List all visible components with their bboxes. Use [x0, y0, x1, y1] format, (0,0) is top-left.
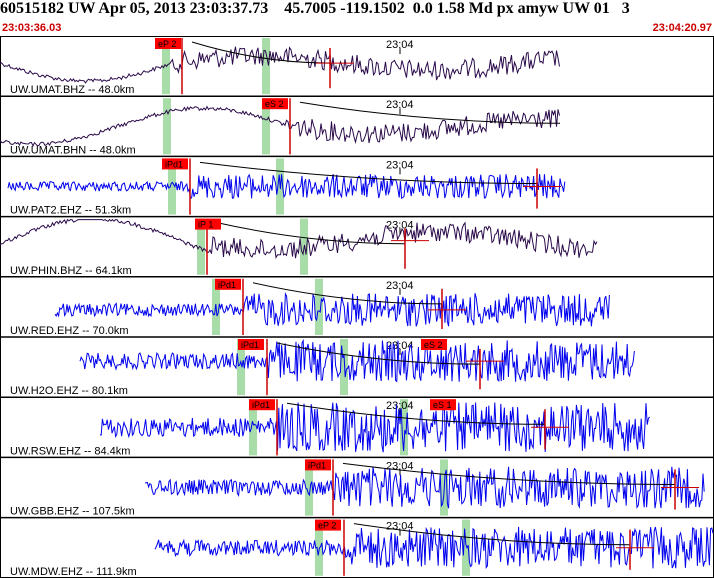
station-label: UW.MDW.EHZ -- 111.9km: [10, 566, 137, 578]
pick-box[interactable]: [238, 339, 264, 350]
coda-curve: [299, 101, 561, 124]
waveform: [0, 105, 560, 148]
time-marker: [168, 158, 176, 215]
time-marker: [315, 519, 323, 576]
pick-label: eS 2: [265, 99, 284, 109]
pick-label: eP 2: [158, 39, 176, 49]
trace-row[interactable]: 23:04 eP 2 UW.UMAT.BHZ -- 48.0km: [0, 38, 560, 96]
time-marker: [163, 98, 171, 155]
station-label: UW.H2O.EHZ -- 80.1km: [10, 385, 128, 397]
coda-curve: [342, 462, 676, 485]
waveform: [0, 46, 560, 84]
time-marker: [249, 399, 257, 456]
trace-row[interactable]: 23:04 iP 1 UW.PHIN.BHZ -- 64.1km: [0, 215, 714, 277]
pick-box[interactable]: [155, 38, 181, 49]
coda-curve: [199, 161, 538, 184]
pick-box[interactable]: [305, 459, 331, 471]
pick-box[interactable]: [162, 158, 188, 170]
coda-curve: [276, 342, 481, 365]
waveform: [7, 173, 566, 199]
coda-curve: [252, 282, 443, 305]
trace-row[interactable]: 23:04 iPd1 UW.PAT2.EHZ -- 51.3km: [0, 155, 714, 217]
pick-label: iP 1: [198, 220, 213, 230]
time-marker: [462, 519, 470, 576]
time-marker: [262, 98, 270, 155]
time-marker: [305, 459, 313, 516]
pick-label: iPd1: [252, 400, 270, 410]
waveform: [54, 292, 610, 327]
end-time: 23:04:20.97: [652, 22, 712, 34]
time-tick-label: 23:04: [386, 159, 414, 171]
waveform: [0, 218, 598, 260]
pick-box[interactable]: [215, 278, 241, 290]
coda-curve: [216, 222, 406, 245]
coda-curve: [191, 41, 331, 64]
time-tick-label: 23:04: [386, 220, 414, 232]
station-label: UW.UMAT.BHN -- 48.0km: [10, 144, 136, 156]
time-marker: [340, 339, 348, 396]
station-label: UW.PAT2.EHZ -- 51.3km: [10, 205, 131, 217]
time-marker: [197, 218, 205, 275]
pick-label: iPd1: [241, 340, 259, 350]
time-marker: [237, 339, 245, 396]
coda-curve: [286, 402, 546, 425]
station-label: UW.GBB.EHZ -- 107.5km: [10, 506, 135, 518]
station-label: UW.RSW.EHZ -- 84.4km: [10, 445, 130, 457]
pick-label: iPd1: [165, 159, 183, 169]
trace-row[interactable]: 23:04 iPd1 eS 1 UW.RSW.EHZ -- 84.4km: [0, 396, 714, 457]
waveform: [154, 526, 714, 570]
pick-box[interactable]: [195, 218, 221, 230]
time-marker: [400, 399, 408, 456]
waveform: [79, 338, 635, 383]
station-label: UW.UMAT.BHZ -- 48.0km: [10, 84, 134, 96]
waveform: [99, 401, 650, 453]
pick-box[interactable]: [315, 519, 341, 531]
pick-box-secondary[interactable]: [430, 399, 456, 411]
pick-label-secondary: eS 1: [433, 400, 452, 410]
event-title: 60515182 UW Apr 05, 2013 23:03:37.73 45.…: [0, 0, 630, 17]
waveform: [144, 466, 705, 509]
time-tick-label: 23:04: [386, 400, 414, 412]
time-tick-label: 23:04: [386, 280, 414, 292]
time-tick-label: 23:04: [386, 39, 414, 51]
start-time: 23:03:36.03: [2, 22, 62, 34]
trace-row[interactable]: 23:04 eS 2 UW.UMAT.BHN -- 48.0km: [0, 95, 714, 156]
pick-label: iPd1: [308, 460, 326, 470]
coda-curve: [353, 523, 631, 546]
pick-label-secondary: eS 2: [424, 340, 443, 350]
station-label: UW.RED.EHZ -- 70.0km: [10, 325, 129, 337]
station-label: UW.PHIN.BHZ -- 64.1km: [10, 265, 132, 277]
time-marker: [315, 278, 323, 335]
pick-box[interactable]: [262, 98, 288, 110]
time-tick-label: 23:04: [386, 99, 414, 111]
trace-row[interactable]: 23:04 iPd1 UW.RED.EHZ -- 70.0km: [0, 276, 714, 337]
seismogram-panel[interactable]: 23:04 eP 2 UW.UMAT.BHZ -- 48.0km 23:04 eS 2 U…: [0, 36, 714, 578]
pick-label: eP 2: [318, 521, 336, 531]
time-marker: [262, 38, 270, 95]
pick-label: iPd1: [218, 280, 236, 290]
pick-box[interactable]: [249, 399, 275, 411]
pick-box-secondary[interactable]: [421, 339, 447, 350]
